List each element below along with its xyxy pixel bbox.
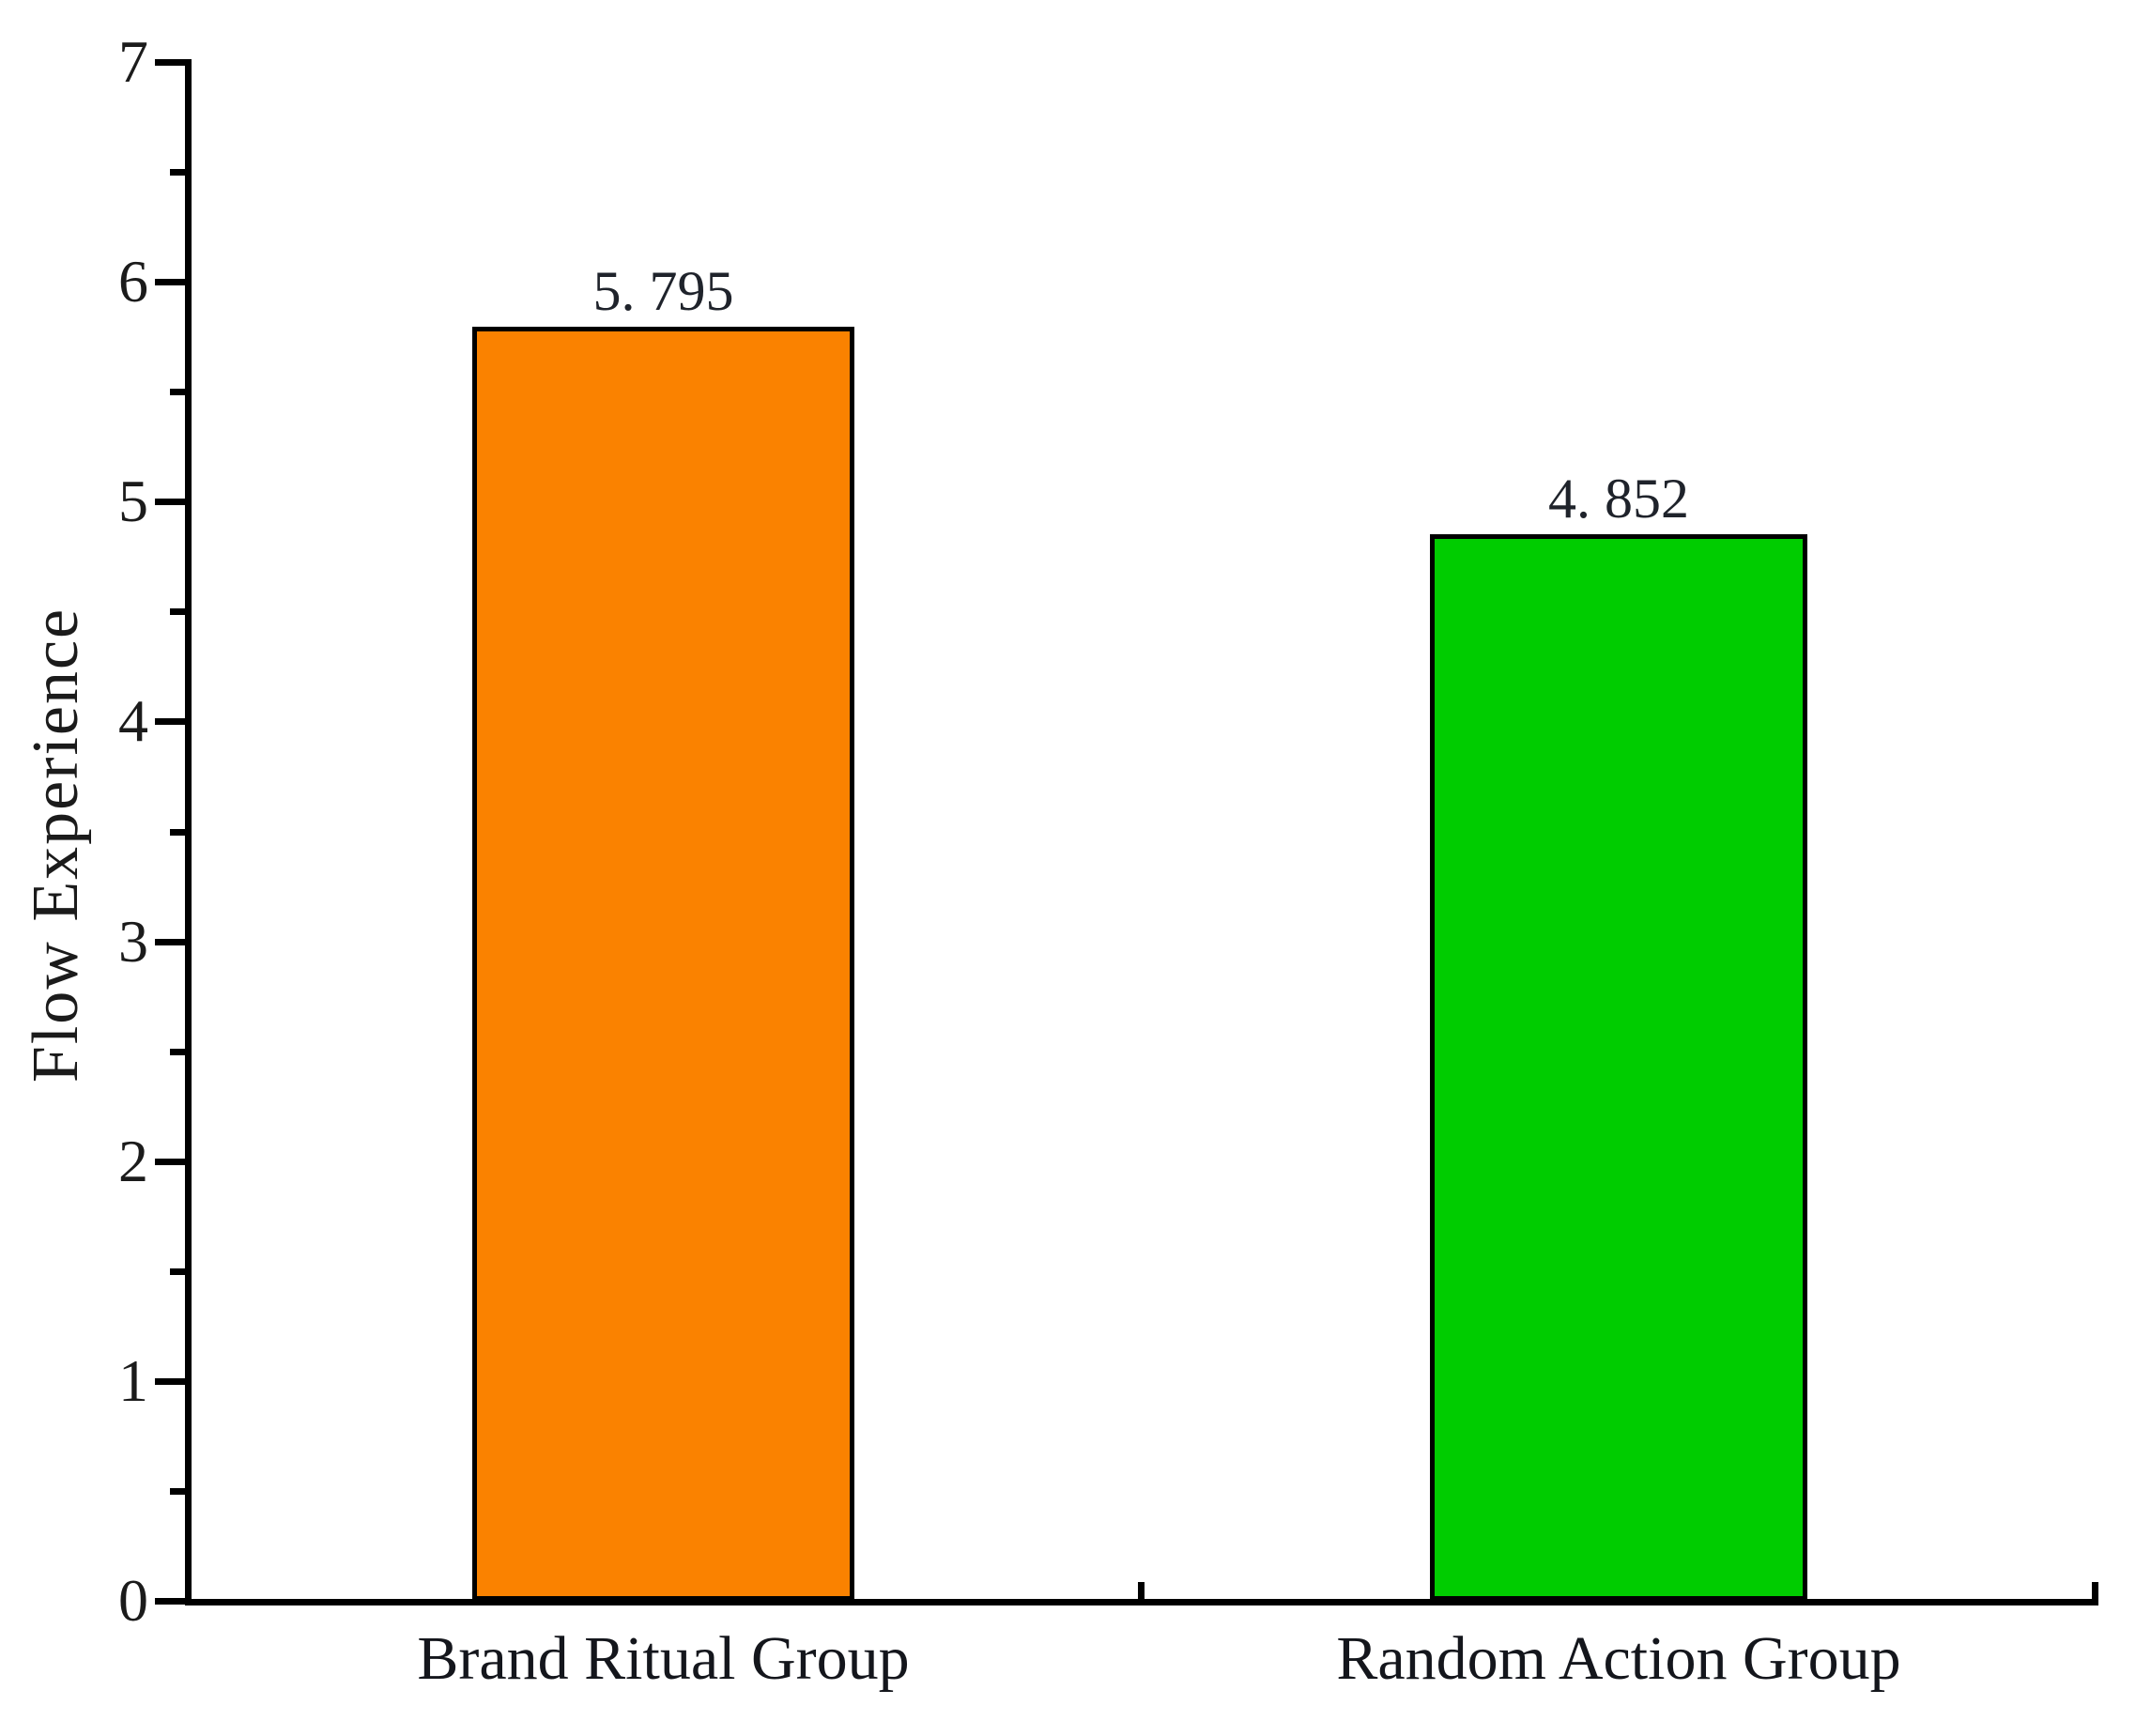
y-major-tick-7 xyxy=(155,59,186,67)
x-axis-tick-1 xyxy=(2092,1582,2098,1599)
y-tick-label-3: 3 xyxy=(118,907,148,975)
y-minor-tick-6.5 xyxy=(170,169,186,177)
y-minor-tick-2.5 xyxy=(170,1048,186,1055)
x-category-label: Random Action Group xyxy=(1336,1624,1901,1693)
x-axis-tick-0 xyxy=(1138,1582,1145,1599)
y-minor-tick-4.5 xyxy=(170,608,186,616)
bar-random-action-group xyxy=(1430,533,1807,1601)
y-tick-label-6: 6 xyxy=(118,248,148,315)
y-minor-tick-5.5 xyxy=(170,389,186,396)
y-major-tick-3 xyxy=(155,938,186,945)
y-major-tick-6 xyxy=(155,279,186,286)
y-axis-line xyxy=(185,59,192,1605)
y-major-tick-0 xyxy=(155,1598,186,1605)
y-major-tick-4 xyxy=(155,718,186,726)
y-minor-tick-0.5 xyxy=(170,1487,186,1495)
y-minor-tick-1.5 xyxy=(170,1267,186,1275)
bar-value-label: 5. 795 xyxy=(592,260,734,323)
y-major-tick-5 xyxy=(155,499,186,506)
bar-value-label: 4. 852 xyxy=(1548,467,1689,530)
y-major-tick-2 xyxy=(155,1158,186,1165)
y-tick-label-0: 0 xyxy=(118,1567,148,1634)
y-tick-label-7: 7 xyxy=(118,28,148,96)
y-tick-label-4: 4 xyxy=(118,687,148,755)
y-major-tick-1 xyxy=(155,1377,186,1385)
x-category-label: Brand Ritual Group xyxy=(417,1624,910,1693)
y-tick-label-1: 1 xyxy=(118,1346,148,1414)
y-minor-tick-3.5 xyxy=(170,828,186,836)
y-tick-label-5: 5 xyxy=(118,468,148,535)
bar-brand-ritual-group xyxy=(472,327,854,1601)
y-tick-label-2: 2 xyxy=(118,1127,148,1194)
x-axis-line xyxy=(185,1599,2098,1605)
